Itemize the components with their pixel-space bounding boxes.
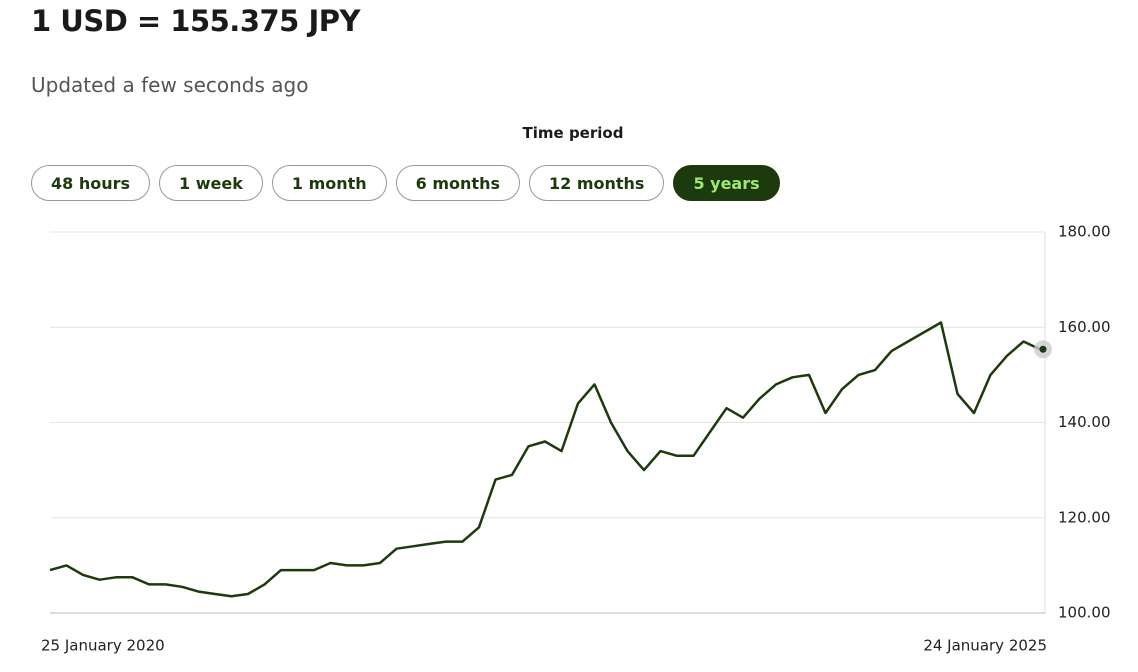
period-button[interactable]: 1 month [271,165,387,201]
y-tick-label: 140.00 [1058,413,1111,431]
period-button[interactable]: 12 months [528,165,665,201]
rate-title: 1 USD = 155.375 JPY [31,4,361,38]
x-tick-label: 25 January 2020 [41,637,165,655]
time-period-options: 48 hours 1 week 1 month 6 months 12 mont… [31,165,780,201]
period-button[interactable]: 48 hours [31,165,151,201]
y-tick-label: 160.00 [1058,318,1111,336]
x-tick-label: 24 January 2025 [923,637,1047,655]
time-period-label: Time period [522,124,624,142]
y-tick-label: 180.00 [1058,223,1111,241]
period-button[interactable]: 6 months [395,165,520,201]
last-point [1039,345,1047,353]
updated-note: Updated a few seconds ago [31,73,309,97]
y-tick-label: 120.00 [1058,508,1111,526]
period-button[interactable]: 1 week [159,165,263,201]
y-tick-label: 100.00 [1058,604,1111,622]
period-button[interactable]: 5 years [673,165,780,201]
rate-line [49,321,1041,598]
